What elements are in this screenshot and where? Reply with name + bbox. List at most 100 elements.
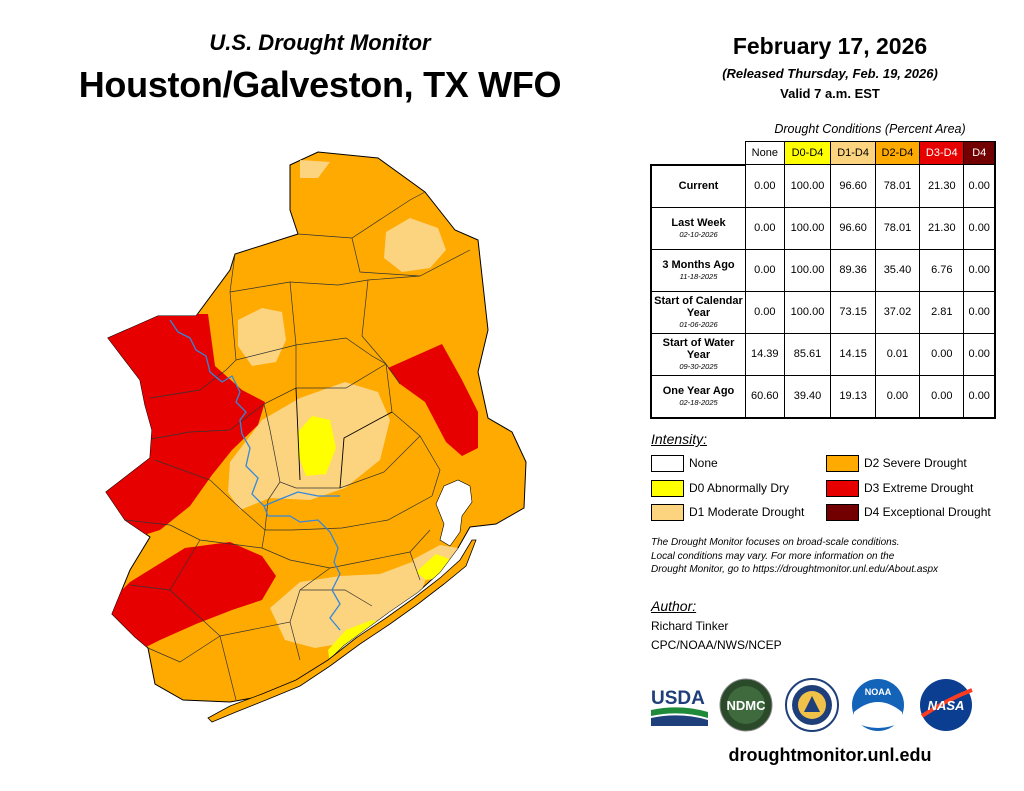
note-line-3: Drought Monitor, go to https://droughtmo… (651, 564, 939, 575)
disclaimer-note: The Drought Monitor focuses on broad-sca… (651, 536, 1011, 577)
table-cell: 0.00 (963, 290, 997, 334)
commerce-seal-icon (785, 678, 839, 732)
legend-swatch (651, 455, 684, 472)
table-cell: 0.00 (874, 374, 921, 419)
legend-label: D3 Extreme Drought (864, 481, 974, 495)
table-cell: 100.00 (783, 290, 832, 334)
rivers (169, 319, 341, 631)
table-cell: 100.00 (783, 206, 832, 250)
map-title: Houston/Galveston, TX WFO (78, 64, 562, 105)
table-cell: 0.00 (963, 248, 997, 292)
row-label: Start of Water Year 09-30-2025 (650, 332, 746, 376)
row-label-text: Start of Calendar Year (654, 294, 743, 319)
table-cell: 0.00 (919, 374, 965, 419)
row-date: 02-10-2026 (679, 229, 718, 239)
d1-area-south (270, 562, 430, 648)
table-row: Start of Calendar Year 01-06-2026 0.00 100.… (650, 290, 997, 334)
d3-area-east (388, 344, 478, 456)
row-label-text: Last Week (671, 216, 726, 229)
legend-label: D0 Abnormally Dry (689, 481, 790, 495)
table-caption: Drought Conditions (Percent Area) (774, 122, 966, 136)
valid-time: Valid 7 a.m. EST (780, 86, 880, 101)
logo-strip: USDA NDMC NOAA NASA (651, 678, 973, 732)
legend-swatch (651, 480, 684, 497)
d0-area-central (298, 416, 336, 476)
noaa-logo-icon: NOAA (852, 679, 904, 731)
svg-text:NASA: NASA (928, 698, 965, 713)
table-cell: 100.00 (783, 248, 832, 292)
legend-label: D1 Moderate Drought (689, 505, 805, 519)
column-header: D4 (963, 141, 997, 165)
wfo-borders (295, 387, 393, 489)
column-header: D3-D4 (919, 141, 965, 165)
author-title: Author: (651, 598, 697, 614)
table-cell: 35.40 (874, 248, 921, 292)
d1-area-north (300, 160, 330, 178)
row-date: 01-06-2026 (679, 319, 718, 329)
column-header: None (745, 141, 785, 165)
column-header: D0-D4 (783, 141, 832, 165)
drought-map (105, 151, 527, 723)
table-cell: 21.30 (919, 164, 965, 208)
table-cell: 0.00 (963, 332, 997, 376)
site-url[interactable]: droughtmonitor.unl.edu (728, 745, 932, 765)
ndmc-logo-icon: NDMC (719, 678, 773, 732)
row-label: Current (650, 164, 746, 208)
table-cell: 0.00 (745, 248, 785, 292)
table-cell: 0.00 (919, 332, 965, 376)
table-cell: 6.76 (919, 248, 965, 292)
table-cell: 100.00 (783, 164, 832, 208)
nasa-logo-icon: NASA (920, 679, 973, 731)
d1-area-west (238, 308, 286, 366)
table-cell: 0.00 (745, 164, 785, 208)
svg-text:NDMC: NDMC (727, 698, 767, 713)
table-cell: 19.13 (830, 374, 876, 419)
county-lines (124, 191, 471, 701)
drought-conditions-table: None D0-D4 D1-D4 D2-D4 D3-D4 D4 Current 0.00 100… (650, 141, 997, 419)
row-date: 02-18-2025 (679, 397, 718, 407)
row-label: One Year Ago 02-18-2025 (650, 374, 746, 419)
table-cell: 78.01 (874, 164, 921, 208)
table-cell: 0.00 (745, 206, 785, 250)
row-label: Last Week 02-10-2026 (650, 206, 746, 250)
legend-title: Intensity: (651, 431, 708, 447)
d3-area-northwest (106, 314, 265, 540)
row-label-text: Current (678, 179, 719, 192)
table-cell: 73.15 (830, 290, 876, 334)
table-row: One Year Ago 02-18-2025 60.60 39.40 19.13 0.0… (650, 374, 997, 419)
svg-text:NOAA: NOAA (865, 687, 892, 697)
table-cell: 60.60 (745, 374, 785, 419)
note-line-1: The Drought Monitor focuses on broad-sca… (651, 537, 900, 548)
table-cell: 96.60 (830, 206, 876, 250)
legend-label: D4 Exceptional Drought (864, 505, 991, 519)
author-name: Richard Tinker (651, 619, 729, 633)
column-header: D2-D4 (874, 141, 921, 165)
table-cell: 89.36 (830, 248, 876, 292)
column-header: D1-D4 (830, 141, 876, 165)
table-cell: 2.81 (919, 290, 965, 334)
row-label: Start of Calendar Year 01-06-2026 (650, 290, 746, 334)
note-line-2: Local conditions may vary. For more info… (651, 550, 895, 562)
valid-date: February 17, 2026 (732, 33, 928, 59)
table-cell: 0.00 (963, 206, 997, 250)
usda-logo-icon: USDA (651, 688, 708, 726)
table-cell: 14.15 (830, 332, 876, 376)
table-row: Start of Water Year 09-30-2025 14.39 85.61 1… (650, 332, 997, 376)
table-row: Last Week 02-10-2026 0.00 100.00 96.60 78.01 2… (650, 206, 997, 250)
table-row: Current 0.00 100.00 96.60 78.01 21.30 0.00 (650, 164, 997, 208)
barrier-island (207, 539, 477, 723)
table-cell: 96.60 (830, 164, 876, 208)
table-cell: 0.00 (963, 164, 997, 208)
d1-area-northeast (384, 218, 446, 272)
legend-swatch (651, 504, 684, 521)
galveston-bay (435, 479, 473, 547)
map-subtitle: U.S. Drought Monitor (209, 30, 431, 55)
d3-area-southwest (106, 542, 276, 652)
row-date: 09-30-2025 (679, 361, 718, 371)
svg-text:USDA: USDA (651, 688, 705, 709)
table-cell: 0.00 (963, 374, 997, 419)
row-label-text: 3 Months Ago (662, 258, 735, 271)
table-cell: 37.02 (874, 290, 921, 334)
table-cell: 78.01 (874, 206, 921, 250)
row-label-text: One Year Ago (662, 384, 735, 397)
